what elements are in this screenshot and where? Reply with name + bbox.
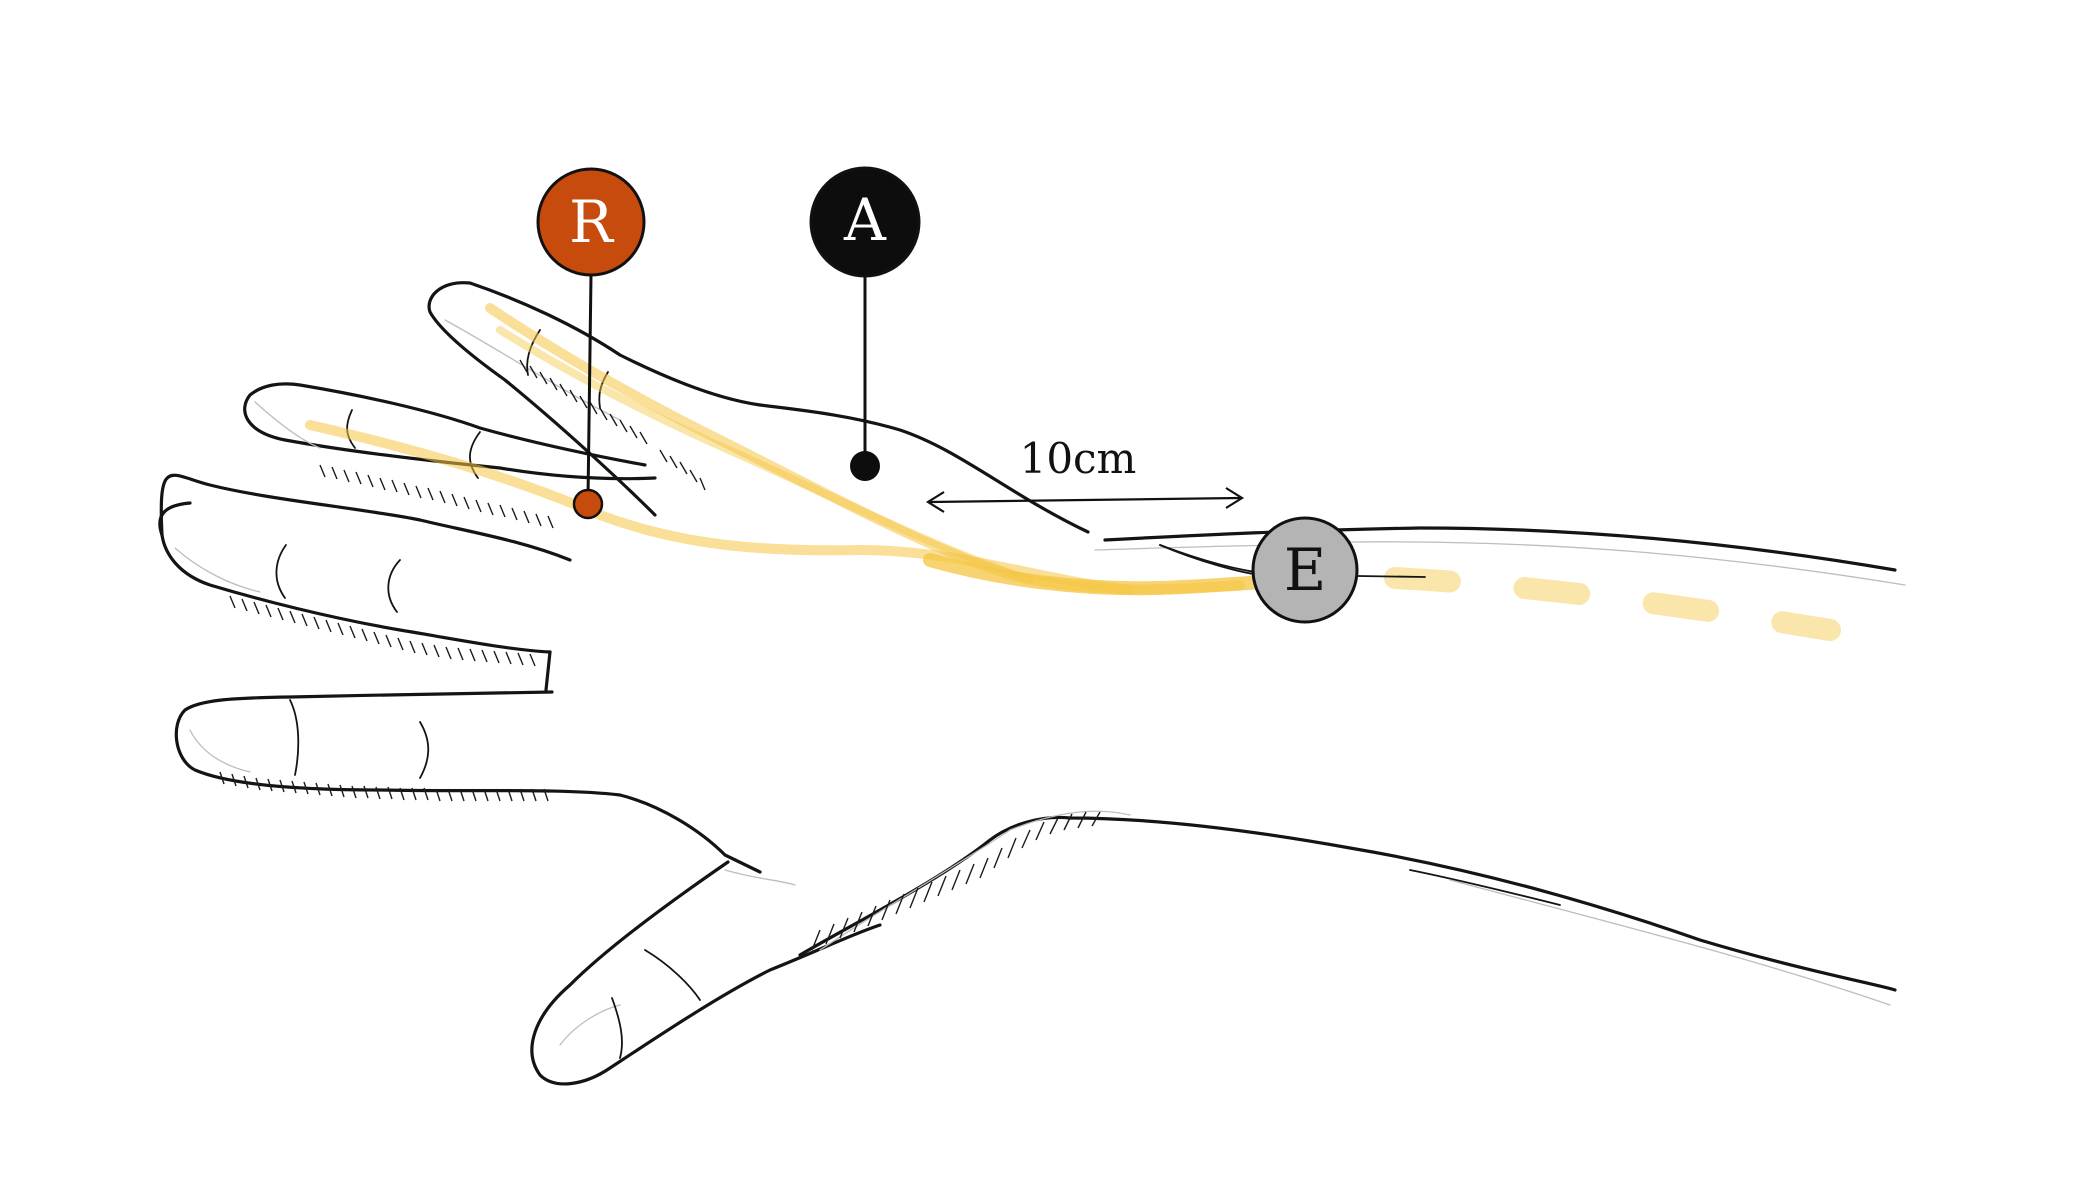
active-site-dot (850, 451, 880, 481)
nerve-ring-finger (305, 420, 1135, 595)
index-finger (174, 690, 762, 874)
recording-site-dot (572, 488, 604, 520)
distance-indicator: 10cm (925, 434, 1245, 513)
nerve-paths (305, 303, 1841, 641)
middle-finger (158, 473, 572, 692)
recording-electrode-badge (536, 167, 646, 277)
recording-lead-wire (586, 274, 593, 499)
active-electrode-label: A (843, 186, 887, 254)
electrode-recording: R (536, 167, 646, 520)
electrode-stimulation: E (1159, 516, 1426, 624)
stimulation-electrode-label: E (1284, 536, 1326, 604)
stimulation-electrode-badge (1251, 516, 1359, 624)
nerve-little-finger-2 (496, 326, 1034, 584)
recording-electrode-label: R (569, 188, 615, 256)
distance-arrow-line (929, 496, 1241, 504)
active-electrode-badge (809, 166, 921, 278)
distance-arrowhead-right (1225, 487, 1245, 509)
little-finger (427, 281, 762, 517)
distance-arrowhead-left (925, 491, 945, 513)
nerve-forearm-dashed (1384, 567, 1841, 641)
electrode-active: A (809, 166, 921, 481)
palm-underside (798, 810, 1897, 1006)
ring-finger (243, 382, 657, 529)
hand-outline (158, 281, 1906, 1086)
distance-label: 10cm (1020, 434, 1137, 483)
thumb (530, 860, 882, 1086)
